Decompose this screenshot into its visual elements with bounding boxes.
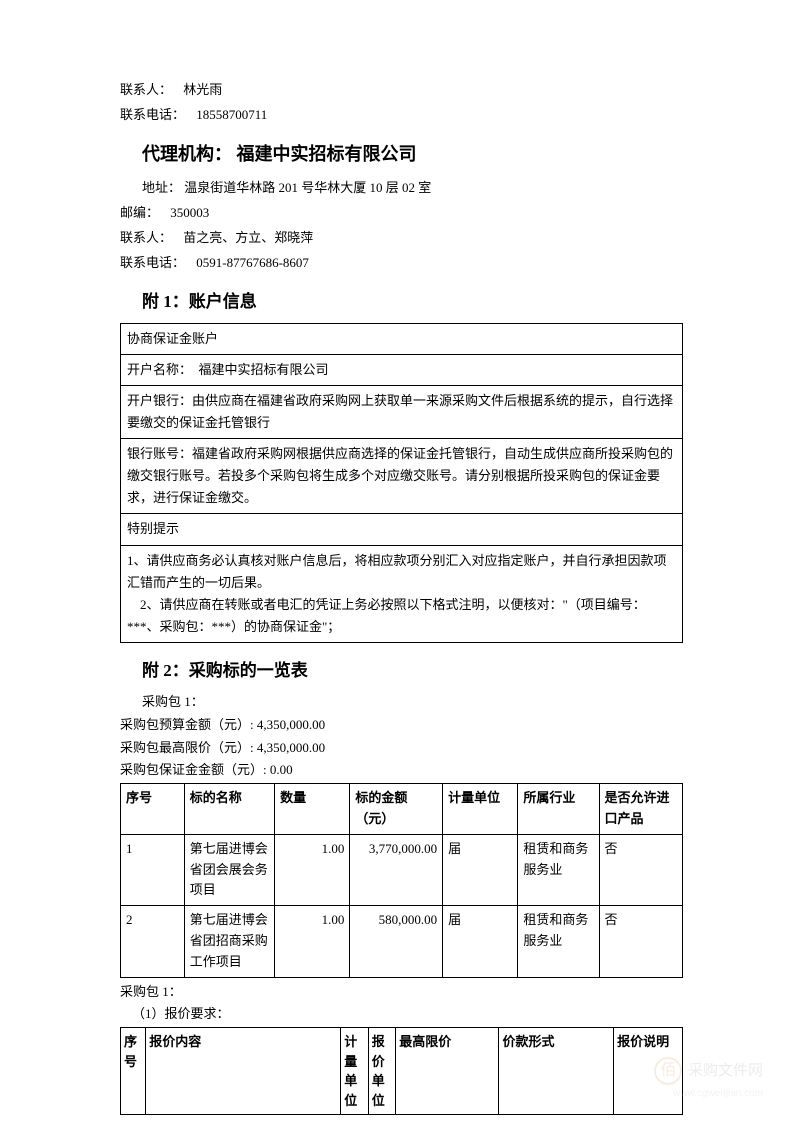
watermark-url: www.cgwenjian.com — [654, 1086, 763, 1102]
phone-value: 18558700711 — [196, 107, 267, 122]
phone-line: 联系电话： 18558700711 — [120, 105, 683, 126]
column-header: 序号 — [121, 1028, 146, 1115]
watermark-text: 采购文件网 — [688, 1059, 763, 1083]
quote-table: 序号报价内容计量单位报价单位最高限价价款形式报价说明 — [120, 1027, 683, 1115]
appendix1-heading: 附 1：账户信息 — [142, 288, 683, 315]
agency-address-line: 地址： 温泉街道华林路 201 号华林大厦 10 层 02 室 — [142, 178, 683, 199]
deposit-line: 采购包保证金金额（元）: 0.00 — [120, 760, 683, 781]
table-cell: 第七届进博会省团招商采购工作项目 — [184, 906, 274, 977]
table-cell: 第七届进博会省团会展会务项目 — [184, 834, 274, 905]
column-header: 数量 — [275, 784, 350, 835]
table-cell: 租赁和商务服务业 — [518, 906, 599, 977]
table-cell: 否 — [599, 834, 682, 905]
account-row: 1、请供应商务必认真核对账户信息后，将相应款项分别汇入对应指定账户，并自行承担因… — [121, 545, 683, 642]
table-header-row: 序号标的名称数量标的金额（元）计量单位所属行业是否允许进口产品 — [121, 784, 683, 835]
column-header: 所属行业 — [518, 784, 599, 835]
zip-value: 350003 — [170, 205, 209, 220]
account-row: 协商保证金账户 — [121, 323, 683, 354]
agency-heading: 代理机构： 福建中实招标有限公司 — [142, 140, 683, 169]
table-cell: 届 — [443, 906, 518, 977]
column-header: 价款形式 — [499, 1028, 614, 1115]
contact-line: 联系人： 林光雨 — [120, 80, 683, 101]
quote-requirements-label: （1）报价要求： — [132, 1004, 683, 1025]
watermark: 佰 采购文件网 www.cgwenjian.com — [654, 1057, 763, 1102]
agency-contact-label: 联系人： — [120, 230, 172, 245]
quote-package-label: 采购包 1： — [120, 982, 683, 1003]
address-value: 温泉街道华林路 201 号华林大厦 10 层 02 室 — [184, 180, 431, 195]
table-row: 2第七届进博会省团招商采购工作项目1.00580,000.00届租赁和商务服务业… — [121, 906, 683, 977]
column-header: 报价内容 — [146, 1028, 341, 1115]
package-label: 采购包 1： — [142, 692, 683, 713]
table-row: 1第七届进博会省团会展会务项目1.003,770,000.00届租赁和商务服务业… — [121, 834, 683, 905]
column-header: 最高限价 — [396, 1028, 499, 1115]
account-row: 特别提示 — [121, 514, 683, 545]
table-cell: 2 — [121, 906, 185, 977]
zip-label: 邮编： — [120, 205, 159, 220]
column-header: 标的金额（元） — [350, 784, 443, 835]
phone-label: 联系电话： — [120, 107, 185, 122]
column-header: 标的名称 — [184, 784, 274, 835]
account-row: 开户银行：由供应商在福建省政府采购网上获取单一来源采购文件后根据系统的提示，自行… — [121, 385, 683, 438]
agency-phone-line: 联系电话： 0591-87767686-8607 — [120, 253, 683, 274]
table-cell: 3,770,000.00 — [350, 834, 443, 905]
agency-phone-label: 联系电话： — [120, 255, 185, 270]
account-row: 开户名称： 福建中实招标有限公司 — [121, 354, 683, 385]
table-cell: 否 — [599, 906, 682, 977]
address-label: 地址： — [142, 180, 181, 195]
account-info-table: 协商保证金账户 开户名称： 福建中实招标有限公司 开户银行：由供应商在福建省政府… — [120, 323, 683, 643]
table-header-row: 序号报价内容计量单位报价单位最高限价价款形式报价说明 — [121, 1028, 683, 1115]
agency-phone-value: 0591-87767686-8607 — [196, 255, 309, 270]
column-header: 序号 — [121, 784, 185, 835]
bid-items-table: 序号标的名称数量标的金额（元）计量单位所属行业是否允许进口产品 1第七届进博会省… — [120, 783, 683, 977]
agency-contact-value: 苗之亮、方立、郑晓萍 — [183, 230, 313, 245]
appendix2-heading: 附 2：采购标的一览表 — [142, 657, 683, 684]
agency-label: 代理机构： — [142, 144, 232, 164]
agency-name: 福建中实招标有限公司 — [237, 144, 417, 164]
account-row: 银行账号：福建省政府采购网根据供应商选择的保证金托管银行，自动生成供应商所投采购… — [121, 439, 683, 514]
column-header: 计量单位 — [341, 1028, 369, 1115]
agency-contact-line: 联系人： 苗之亮、方立、郑晓萍 — [120, 228, 683, 249]
budget-line: 采购包预算金额（元）: 4,350,000.00 — [120, 715, 683, 736]
column-header: 是否允许进口产品 — [599, 784, 682, 835]
table-cell: 580,000.00 — [350, 906, 443, 977]
table-cell: 届 — [443, 834, 518, 905]
watermark-icon: 佰 — [654, 1057, 682, 1085]
table-cell: 1 — [121, 834, 185, 905]
limit-line: 采购包最高限价（元）: 4,350,000.00 — [120, 738, 683, 759]
contact-label: 联系人： — [120, 82, 172, 97]
table-cell: 租赁和商务服务业 — [518, 834, 599, 905]
table-cell: 1.00 — [275, 834, 350, 905]
column-header: 报价单位 — [368, 1028, 396, 1115]
column-header: 计量单位 — [443, 784, 518, 835]
agency-zip-line: 邮编： 350003 — [120, 203, 683, 224]
contact-value: 林光雨 — [183, 82, 222, 97]
table-cell: 1.00 — [275, 906, 350, 977]
